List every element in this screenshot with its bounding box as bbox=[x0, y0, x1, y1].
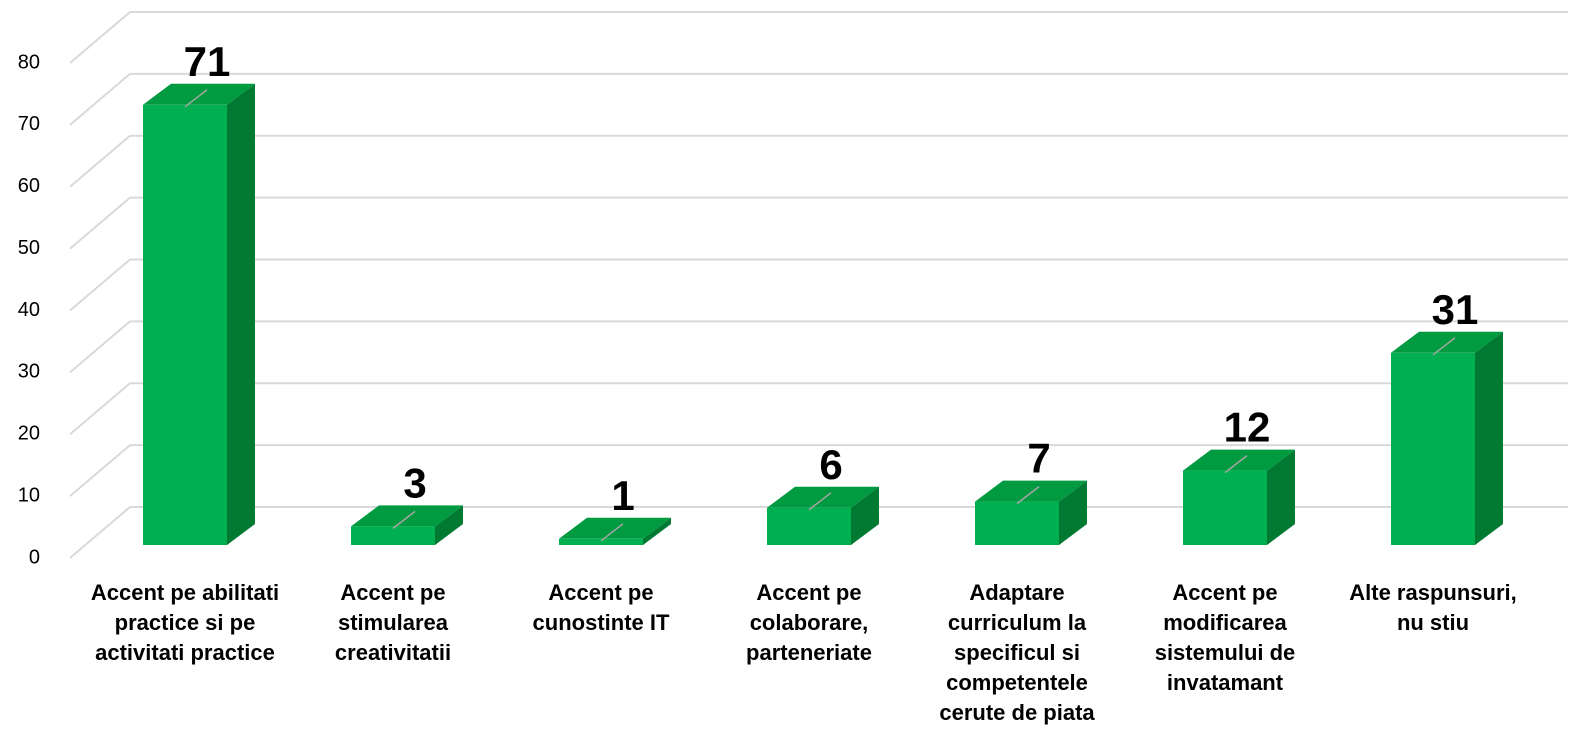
grid-diagonal bbox=[69, 196, 131, 250]
x-tick-label: Accent pe cunostinte IT bbox=[532, 580, 670, 635]
y-tick-label: 10 bbox=[18, 484, 40, 506]
y-tick-label: 50 bbox=[18, 237, 40, 259]
grid-diagonal bbox=[69, 320, 131, 374]
x-tick-label: Accent pe colaborare, parteneriate bbox=[746, 580, 872, 665]
x-tick-label-box: Accent pe modificarea sistemului de inva… bbox=[1154, 580, 1296, 695]
bar-front bbox=[559, 538, 643, 545]
x-tick-label-box: Adaptare curriculum la specificul si com… bbox=[939, 580, 1095, 725]
bar-side bbox=[851, 486, 879, 545]
y-tick-label: 60 bbox=[18, 175, 40, 197]
x-tick-label-box: Accent pe cunostinte IT bbox=[532, 580, 670, 635]
grid-diagonal bbox=[69, 134, 131, 188]
grid-diagonal bbox=[69, 73, 131, 126]
x-tick-label: Accent pe abilitati practice si pe activ… bbox=[90, 580, 280, 665]
leader-line bbox=[600, 523, 624, 542]
bar bbox=[143, 83, 255, 546]
bar bbox=[1183, 449, 1295, 545]
bar-top bbox=[143, 83, 255, 105]
x-tick-label-box: Accent pe colaborare, parteneriate bbox=[746, 580, 872, 665]
x-tick-label-box: Accent pe abilitati practice si pe activ… bbox=[90, 580, 280, 665]
bar-front bbox=[1183, 470, 1267, 545]
leader-line bbox=[392, 510, 416, 529]
bar bbox=[559, 517, 671, 545]
x-tick-label: Adaptare curriculum la specificul si com… bbox=[939, 580, 1095, 725]
x-tick-label: Alte raspunsuri, nu stiu bbox=[1349, 580, 1517, 635]
value-label: 31 bbox=[1432, 286, 1479, 333]
grid-diagonal bbox=[69, 258, 131, 312]
bar-side bbox=[643, 517, 671, 545]
x-tick-label: Accent pe modificarea sistemului de inva… bbox=[1154, 580, 1296, 695]
value-label: 12 bbox=[1224, 404, 1271, 451]
value-label: 1 bbox=[611, 472, 634, 519]
bar-top bbox=[1391, 331, 1503, 353]
value-label: 3 bbox=[403, 459, 426, 506]
leader-line bbox=[184, 89, 208, 108]
bar-front bbox=[975, 501, 1059, 545]
y-tick-label: 40 bbox=[18, 299, 40, 321]
x-tick-label-box: Alte raspunsuri, nu stiu bbox=[1349, 580, 1517, 635]
bar-top bbox=[559, 517, 671, 539]
y-tick-label: 0 bbox=[29, 546, 40, 568]
bar bbox=[767, 486, 879, 545]
bar-top bbox=[1183, 449, 1295, 471]
bar-top bbox=[767, 486, 879, 508]
leader-line bbox=[1224, 455, 1248, 474]
grid-diagonal bbox=[69, 444, 131, 497]
leader-line bbox=[1016, 486, 1040, 505]
grid-diagonal bbox=[69, 11, 131, 64]
bar-top bbox=[975, 480, 1087, 502]
bar-side bbox=[1059, 480, 1087, 545]
bar bbox=[1391, 331, 1503, 545]
x-tick-label: Accent pe stimularea creativitatii bbox=[334, 580, 452, 665]
y-tick-label: 30 bbox=[18, 361, 40, 383]
bar-front bbox=[143, 104, 227, 546]
bar-front bbox=[1391, 352, 1475, 545]
bar-side bbox=[1475, 331, 1503, 545]
y-tick-label: 70 bbox=[18, 113, 40, 135]
x-tick-label-box: Accent pe stimularea creativitatii bbox=[334, 580, 452, 665]
bar-front bbox=[351, 526, 435, 545]
bar-side bbox=[227, 83, 255, 546]
y-tick-label: 20 bbox=[18, 423, 40, 445]
y-tick-label: 80 bbox=[18, 51, 40, 73]
value-label: 6 bbox=[819, 441, 842, 488]
leader-line bbox=[808, 492, 832, 511]
bar-side bbox=[435, 505, 463, 545]
leader-line bbox=[1432, 337, 1456, 356]
bar-front bbox=[767, 507, 851, 545]
value-label: 7 bbox=[1027, 435, 1050, 482]
bar-side bbox=[1267, 449, 1295, 545]
bar-top bbox=[351, 505, 463, 527]
bar bbox=[351, 505, 463, 545]
grid-diagonal bbox=[69, 506, 131, 559]
grid-diagonal bbox=[69, 382, 131, 436]
value-label: 71 bbox=[184, 38, 231, 85]
bar bbox=[975, 480, 1087, 545]
